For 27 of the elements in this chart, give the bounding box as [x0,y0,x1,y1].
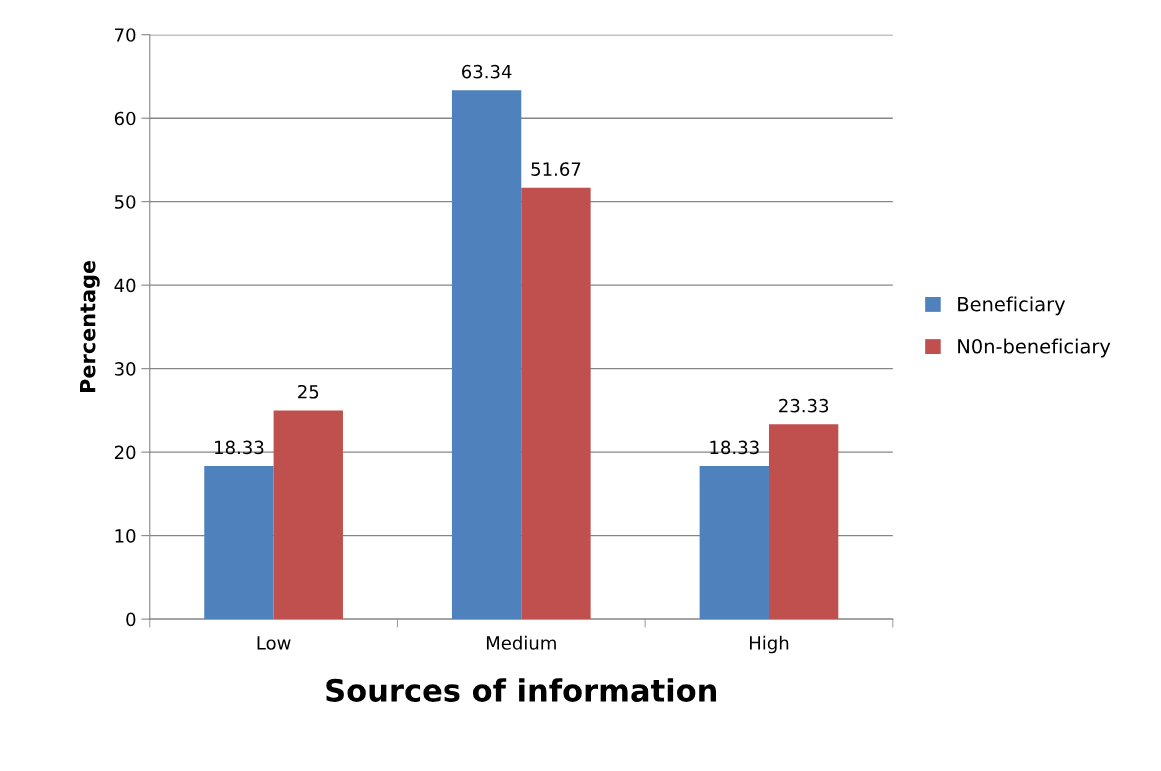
y-tick-label: 0 [126,612,136,627]
bar [204,466,274,620]
x-tick-label: Low [257,636,291,650]
x-tick-label: High [749,635,789,654]
bar [521,187,591,620]
y-tick-label: 20 [114,445,136,460]
y-tick-label: 40 [114,278,136,293]
y-tick-label: 60 [114,111,136,126]
data-label: 25 [298,384,319,399]
y-tick-label: 50 [114,195,136,209]
bar [699,466,769,620]
y-tick-label: 30 [114,362,136,376]
y-tick-label: 10 [115,529,136,543]
bar [451,90,522,620]
bar [273,410,343,620]
bar [768,424,839,620]
legend-label: N0n-beneficiary [958,338,1111,358]
y-axis-title: Percentage [80,260,100,393]
x-axis-title: Sources of information [326,678,717,702]
y-tick-label: 70 [115,28,136,42]
x-tick-label: Medium [486,635,556,650]
data-label: 23.33 [779,398,829,413]
data-label: 63.34 [462,64,512,79]
legend-label: Beneficiary [958,296,1066,316]
data-label: 18.33 [215,440,264,455]
data-label: 18.33 [710,440,759,455]
data-label: 51.67 [531,162,581,176]
